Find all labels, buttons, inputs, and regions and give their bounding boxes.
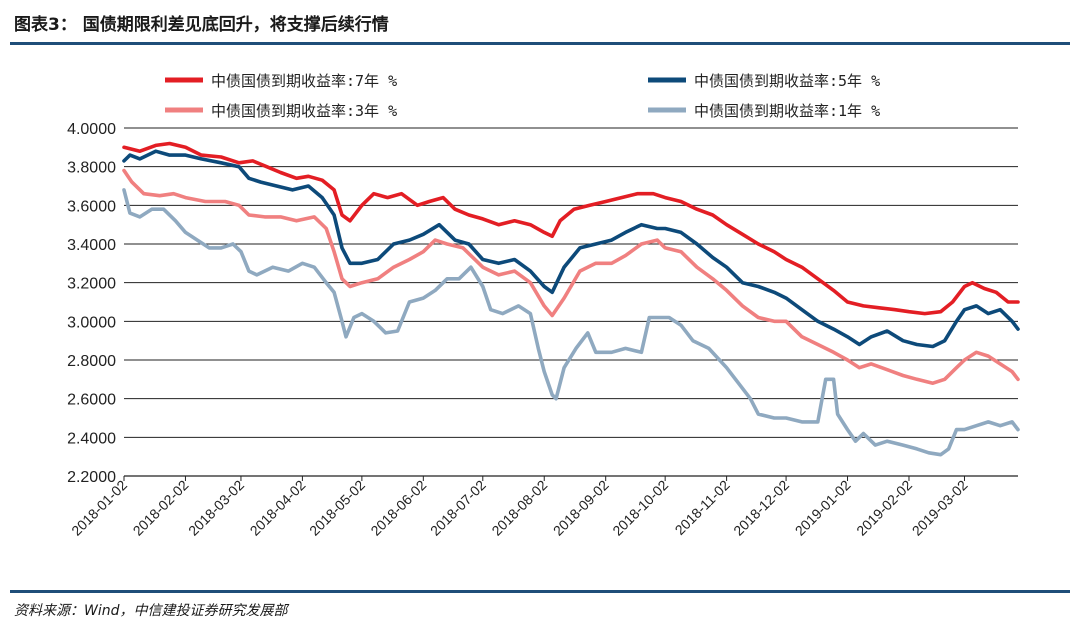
- legend-label: 中债国债到期收益率:5年 %: [694, 72, 880, 90]
- y-tick-label: 3.4000: [67, 237, 116, 254]
- x-tick-label: 2019-01-02: [792, 477, 854, 539]
- x-tick-label: 2018-04-02: [247, 477, 309, 539]
- y-tick-label: 2.6000: [67, 392, 116, 409]
- y-tick-label: 2.8000: [67, 353, 116, 370]
- x-tick-label: 2018-07-02: [427, 477, 489, 539]
- x-tick-label: 2018-09-02: [550, 477, 612, 539]
- y-tick-label: 3.2000: [67, 276, 116, 293]
- y-tick-label: 2.4000: [67, 430, 116, 447]
- series-lines: [122, 141, 1020, 457]
- series-line-2: [122, 149, 1020, 349]
- x-tick-label: 2019-03-02: [909, 477, 971, 539]
- source-note: 资料来源：Wind，中信建投证券研究发展部: [14, 603, 288, 619]
- y-tick-label: 2.2000: [67, 469, 116, 486]
- series-line-1: [122, 141, 1020, 316]
- legend-label: 中债国债到期收益率:1年 %: [694, 102, 880, 120]
- y-tick-label: 3.6000: [67, 198, 116, 215]
- series-line-4: [122, 188, 1020, 457]
- x-tick-label: 2018-12-02: [730, 477, 792, 539]
- y-tick-label: 3.0000: [67, 314, 116, 331]
- x-tick-label: 2018-06-02: [367, 477, 429, 539]
- x-tick-label: 2018-05-02: [306, 477, 368, 539]
- y-axis-ticks: 4.0000 3.8000 3.6000 3.4000 3.2000 3.0000 2.80…: [67, 121, 116, 486]
- legend: 中债国债到期收益率:7年 % 中债国债到期收益率:5年 % 中债国债到期收益率:3年…: [165, 72, 880, 120]
- x-tick-label: 2018-02-02: [130, 477, 192, 539]
- series-line-3: [122, 168, 1020, 385]
- grid-lines: [124, 127, 1018, 477]
- x-tick-label: 2019-02-02: [853, 477, 915, 539]
- yield-line-chart: 4.0000 3.8000 3.6000 3.4000 3.2000 3.0000 2.80…: [67, 72, 1020, 539]
- y-tick-label: 3.8000: [67, 160, 116, 177]
- x-tick-label: 2018-10-02: [609, 477, 671, 539]
- legend-label: 中债国债到期收益率:7年 %: [211, 72, 397, 90]
- figure-title: 图表3： 国债期限利差见底回升，将支撑后续行情: [14, 15, 389, 35]
- y-tick-label: 4.0000: [67, 121, 116, 138]
- legend-label: 中债国债到期收益率:3年 %: [211, 102, 397, 120]
- x-tick-label: 2018-08-02: [488, 477, 550, 539]
- top-rule: [10, 42, 1070, 45]
- x-tick-label: 2018-11-02: [672, 477, 733, 538]
- x-tick-label: 2018-03-02: [185, 477, 247, 539]
- bottom-rule: [10, 590, 1070, 593]
